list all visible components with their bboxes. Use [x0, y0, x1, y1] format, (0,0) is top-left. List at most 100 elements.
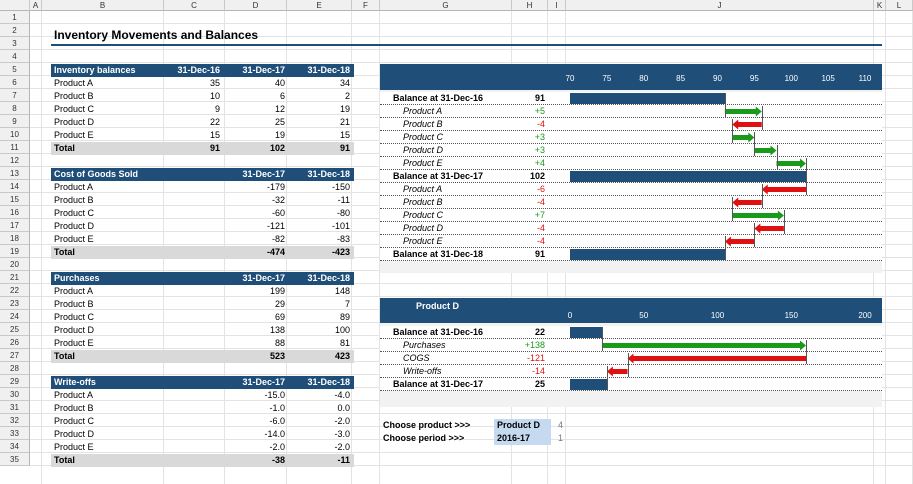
row-header-31[interactable]: 31 — [0, 401, 30, 414]
row-header-1[interactable]: 1 — [0, 11, 30, 24]
row-header-30[interactable]: 30 — [0, 388, 30, 401]
value-cell[interactable]: 102 — [269, 143, 285, 153]
value-cell[interactable]: 91 — [339, 143, 350, 153]
row-label-cell[interactable]: Inventory balances — [54, 65, 136, 75]
row-label-cell[interactable]: Product E — [54, 234, 94, 244]
row-header-24[interactable]: 24 — [0, 310, 30, 323]
row-header-17[interactable]: 17 — [0, 219, 30, 232]
product-selector-cell[interactable]: Product D — [494, 419, 551, 432]
value-cell[interactable]: -11 — [337, 195, 350, 205]
balance-row[interactable]: Balance at 31-Dec-17 25 — [380, 378, 882, 391]
row-header-14[interactable]: 14 — [0, 180, 30, 193]
value-cell[interactable]: 523 — [269, 351, 285, 361]
value-cell[interactable]: -38 — [271, 455, 285, 465]
value-cell[interactable]: 138 — [269, 325, 285, 335]
value-cell[interactable]: 31-Dec-17 — [242, 273, 285, 283]
value-cell[interactable]: 31-Dec-17 — [242, 169, 285, 179]
value-cell[interactable]: 15 — [339, 130, 350, 140]
row-header-33[interactable]: 33 — [0, 427, 30, 440]
row-header-27[interactable]: 27 — [0, 349, 30, 362]
movement-row[interactable]: Product E -4 — [380, 235, 882, 248]
row-header-34[interactable]: 34 — [0, 440, 30, 453]
row-header-19[interactable]: 19 — [0, 245, 30, 258]
value-cell[interactable]: 31-Dec-16 — [177, 65, 220, 75]
table-row[interactable]: Product B 10 6 2 — [51, 90, 354, 103]
table-total-row[interactable]: Total -38 -11 — [51, 454, 354, 467]
table-header-row[interactable]: Write-offs 31-Dec-17 31-Dec-18 — [51, 376, 354, 389]
movement-row[interactable]: Write-offs -14 — [380, 365, 882, 378]
value-cell[interactable]: 81 — [339, 338, 350, 348]
row-header-5[interactable]: 5 — [0, 63, 30, 76]
table-row[interactable]: Product A 199 148 — [51, 285, 354, 298]
movement-row[interactable]: Product D +3 — [380, 144, 882, 157]
value-cell[interactable]: 19 — [339, 104, 350, 114]
value-cell[interactable]: -14.0 — [264, 429, 285, 439]
row-header-26[interactable]: 26 — [0, 336, 30, 349]
value-cell[interactable]: 2 — [344, 91, 350, 101]
row-label-cell[interactable]: Product A — [54, 390, 94, 400]
table-row[interactable]: Product E -82 -83 — [51, 233, 354, 246]
table-row[interactable]: Product A -15.0 -4.0 — [51, 389, 354, 402]
table-row[interactable]: Product C -6.0 -2.0 — [51, 415, 354, 428]
row-label-cell[interactable]: Cost of Goods Sold — [54, 169, 138, 179]
value-cell[interactable]: 423 — [334, 351, 350, 361]
row-label-cell[interactable]: Product B — [54, 299, 94, 309]
row-header-7[interactable]: 7 — [0, 89, 30, 102]
table-row[interactable]: Product D 138 100 — [51, 324, 354, 337]
row-header-13[interactable]: 13 — [0, 167, 30, 180]
value-cell[interactable]: 12 — [274, 104, 285, 114]
product-waterfall-chart[interactable]: Product D 0 50 100 150 200 Balance at 31-Dec-1… — [380, 298, 882, 407]
table-total-row[interactable]: Total 523 423 — [51, 350, 354, 363]
value-cell[interactable]: 91 — [209, 143, 220, 153]
value-cell[interactable]: 31-Dec-18 — [307, 377, 350, 387]
value-cell[interactable]: -1.0 — [269, 403, 285, 413]
row-header-15[interactable]: 15 — [0, 193, 30, 206]
value-cell[interactable]: 31-Dec-18 — [307, 273, 350, 283]
row-label-cell[interactable]: Product A — [54, 78, 94, 88]
row-header-22[interactable]: 22 — [0, 284, 30, 297]
table-row[interactable]: Product B -1.0 0.0 — [51, 402, 354, 415]
value-cell[interactable]: 31-Dec-17 — [242, 377, 285, 387]
table-header-row[interactable]: Inventory balances 31-Dec-16 31-Dec-17 31-D… — [51, 64, 354, 77]
row-label-cell[interactable]: Product E — [54, 338, 94, 348]
row-label-cell[interactable]: Product B — [54, 91, 94, 101]
row-header-16[interactable]: 16 — [0, 206, 30, 219]
value-cell[interactable]: 31-Dec-18 — [307, 65, 350, 75]
table-row[interactable]: Product E -2.0 -2.0 — [51, 441, 354, 454]
row-label-cell[interactable]: Product C — [54, 104, 95, 114]
movement-row[interactable]: Product C +7 — [380, 209, 882, 222]
row-label-cell[interactable]: Product C — [54, 416, 95, 426]
value-cell[interactable]: 100 — [334, 325, 350, 335]
value-cell[interactable]: -83 — [336, 234, 350, 244]
value-cell[interactable]: 9 — [214, 104, 220, 114]
table-header-row[interactable]: Purchases 31-Dec-17 31-Dec-18 — [51, 272, 354, 285]
value-cell[interactable]: 7 — [344, 299, 350, 309]
value-cell[interactable]: 22 — [209, 117, 220, 127]
row-header-21[interactable]: 21 — [0, 271, 30, 284]
value-cell[interactable]: -80 — [336, 208, 350, 218]
row-label-cell[interactable]: Product D — [54, 325, 95, 335]
value-cell[interactable]: -474 — [266, 247, 285, 257]
value-cell[interactable]: -101 — [331, 221, 350, 231]
row-header-4[interactable]: 4 — [0, 50, 30, 63]
column-header-f[interactable]: F — [352, 0, 380, 11]
value-cell[interactable]: -60 — [271, 208, 285, 218]
value-cell[interactable]: 199 — [269, 286, 285, 296]
table-row[interactable]: Product E 88 81 — [51, 337, 354, 350]
value-cell[interactable]: -423 — [331, 247, 350, 257]
row-label-cell[interactable]: Product D — [54, 429, 95, 439]
balance-row[interactable]: Balance at 31-Dec-16 22 — [380, 326, 882, 339]
period-selector-cell[interactable]: 2016-17 — [494, 432, 551, 445]
value-cell[interactable]: -4.0 — [334, 390, 350, 400]
value-cell[interactable]: -121 — [266, 221, 285, 231]
value-cell[interactable]: -2.0 — [334, 416, 350, 426]
value-cell[interactable]: -2.0 — [334, 442, 350, 452]
row-label-cell[interactable]: Product D — [54, 117, 95, 127]
table-row[interactable]: Product C 69 89 — [51, 311, 354, 324]
value-cell[interactable]: -11 — [337, 455, 350, 465]
row-header-3[interactable]: 3 — [0, 37, 30, 50]
row-label-cell[interactable]: Total — [54, 455, 75, 465]
value-cell[interactable]: 6 — [279, 91, 285, 101]
value-cell[interactable]: -82 — [271, 234, 285, 244]
row-header-10[interactable]: 10 — [0, 128, 30, 141]
